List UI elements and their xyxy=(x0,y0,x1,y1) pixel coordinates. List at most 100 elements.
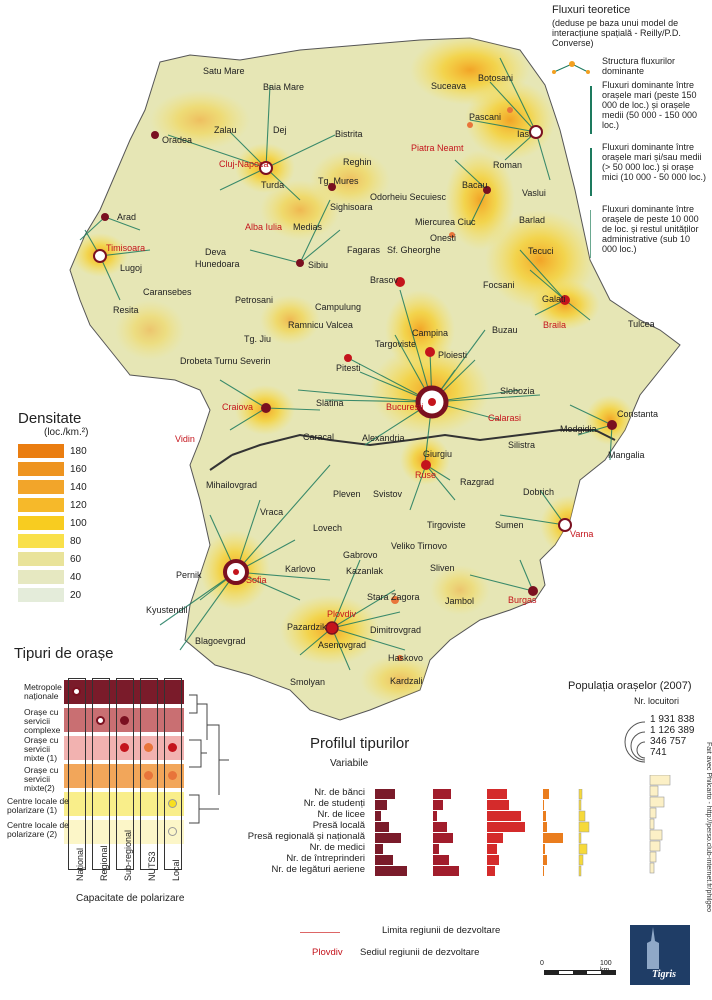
city-label: Deva xyxy=(205,247,226,257)
city-label: Karlovo xyxy=(285,564,316,574)
city-label: Barlad xyxy=(519,215,545,225)
city-label: Dobrich xyxy=(523,487,554,497)
seat-labels: Cluj-Napoca Alba Iulia Timisoara Piatra … xyxy=(106,143,593,619)
density-value: 100 xyxy=(70,518,87,529)
seat-label: Sofia xyxy=(246,575,267,585)
city-label: Jambol xyxy=(445,596,474,606)
seat-label: Vidin xyxy=(175,434,195,444)
boundary-line-sample xyxy=(300,932,340,933)
type-symbol xyxy=(168,827,177,836)
flux-item: Fluxuri dominante între orașele de peste… xyxy=(602,204,699,254)
city-label: Kazanlak xyxy=(346,566,384,576)
city-marker xyxy=(607,420,617,430)
variable-label: Nr. de întreprinderi xyxy=(286,853,365,864)
city-marker xyxy=(397,655,403,661)
city-label: Giurgiu xyxy=(423,449,452,459)
city-label: Svistov xyxy=(373,489,403,499)
flux-legend: Fluxuri teoretice (deduse pe baza unui m… xyxy=(552,4,710,264)
seat-label: Burgas xyxy=(508,595,537,605)
seat-label: Plovdiv xyxy=(327,609,357,619)
city-label: Alexandria xyxy=(362,433,405,443)
density-value: 80 xyxy=(70,536,82,547)
city-marker xyxy=(151,131,159,139)
city-marker xyxy=(296,259,304,267)
profile-subtitle: Variabile xyxy=(330,758,369,769)
density-title: Densitate xyxy=(18,410,82,427)
city-label: Lovech xyxy=(313,523,342,533)
city-label: Focsani xyxy=(483,280,515,290)
city-label: Mangalia xyxy=(608,450,645,460)
density-swatch xyxy=(18,552,64,566)
city-label: Pazardzik xyxy=(287,622,327,632)
credit: Fait avec Philcarto - http://perso.club-… xyxy=(705,742,712,913)
seat-label: Sediul regiunii de dezvoltare xyxy=(360,947,480,958)
variable-label: Nr. de legături aeriene xyxy=(271,864,365,875)
city-marker xyxy=(428,398,436,406)
column-frame xyxy=(116,678,134,870)
population-legend: Populația orașelor (2007) Nr. locuitori … xyxy=(568,680,708,763)
types-legend: Tipuri de orașe Metropole naționale Oraș… xyxy=(4,645,264,945)
city-label: Ploiesti xyxy=(438,350,467,360)
flux-structure-icon xyxy=(552,61,590,74)
city-label: Tg. Jiu xyxy=(244,334,271,344)
seat-label: Varna xyxy=(570,529,593,539)
boundary-legend: Limita regiunii de dezvoltare Plovdiv Se… xyxy=(300,925,550,961)
city-label: Sibiu xyxy=(308,260,328,270)
population-subtitle: Nr. locuitori xyxy=(634,696,680,706)
city-label: Pernik xyxy=(176,570,202,580)
city-label: Caracal xyxy=(303,432,334,442)
city-label: Botosani xyxy=(478,73,513,83)
city-labels: Satu Mare Baia Mare Zalau Dej Bistrita O… xyxy=(113,66,658,687)
city-label: Miercurea Ciuc xyxy=(415,217,476,227)
density-value: 140 xyxy=(70,482,87,493)
variable-label: Nr. de licee xyxy=(317,809,365,820)
city-label: Pascani xyxy=(469,112,501,122)
city-label: Hunedoara xyxy=(195,259,240,269)
density-swatch xyxy=(18,462,64,476)
city-marker xyxy=(395,277,405,287)
seat-example: Plovdiv xyxy=(312,947,343,958)
flux-legend-title: Fluxuri teoretice xyxy=(552,4,631,16)
region-boundary xyxy=(209,454,233,471)
city-label: Sliven xyxy=(430,563,455,573)
flux-item: Fluxuri dominante între orașele mari (pe… xyxy=(602,80,698,130)
city-marker xyxy=(101,213,109,221)
city-label: Silistra xyxy=(508,440,535,450)
city-label: Medgidia xyxy=(560,424,597,434)
density-swatch xyxy=(18,534,64,548)
city-label: Suceava xyxy=(431,81,466,91)
type-symbol xyxy=(168,799,177,808)
city-symbols xyxy=(93,107,617,661)
population-value: 1 931 838 xyxy=(650,714,695,725)
density-legend: Densitate (loc./km.²) 180 160 140 120 100 80 6… xyxy=(18,410,138,614)
city-label: Slobozia xyxy=(500,386,535,396)
types-grid xyxy=(64,678,184,870)
city-marker xyxy=(261,403,271,413)
types-title: Tipuri de orașe xyxy=(14,645,114,662)
density-value: 120 xyxy=(70,500,87,511)
scale-bar: 0 100 km xyxy=(540,960,620,980)
seat-label: Bucuresti xyxy=(386,402,424,412)
city-marker xyxy=(344,354,352,362)
type-label: Orașe cu servicii mixte (1) xyxy=(24,735,59,763)
population-value: 346 757 xyxy=(650,736,687,747)
city-marker xyxy=(259,161,273,175)
flux-line-medium xyxy=(590,148,592,196)
city-label: Tecuci xyxy=(528,246,554,256)
city-label: Stara Zagora xyxy=(367,592,420,602)
column-label: Național xyxy=(75,847,85,881)
region-limit-label: Limita regiunii de dezvoltare xyxy=(382,925,501,936)
city-marker xyxy=(483,186,491,194)
city-label: Targoviste xyxy=(375,339,416,349)
city-label: Sighisoara xyxy=(330,202,373,212)
density-swatch xyxy=(18,480,64,494)
city-label: Fagaras xyxy=(347,245,381,255)
density-value: 180 xyxy=(70,446,87,457)
city-label: Pleven xyxy=(333,489,361,499)
density-swatch xyxy=(18,444,64,458)
city-label: Sumen xyxy=(495,520,524,530)
city-label: Smolyan xyxy=(290,677,325,687)
density-swatch xyxy=(18,570,64,584)
city-marker xyxy=(421,460,431,470)
